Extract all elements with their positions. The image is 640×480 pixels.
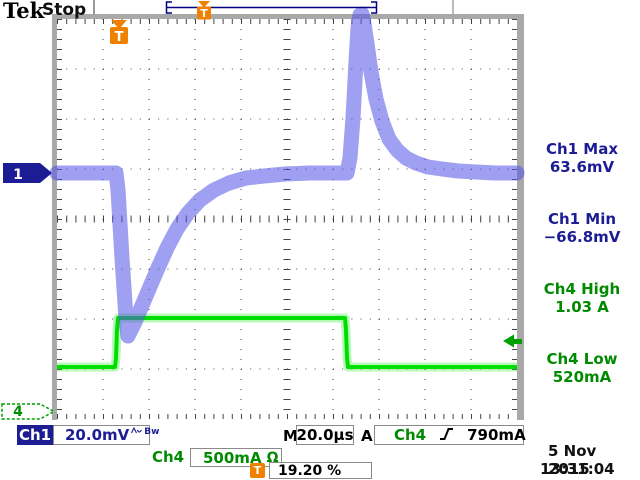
svg-text:1: 1	[13, 167, 23, 183]
ch1-channel-badge[interactable]: Ch1	[17, 425, 53, 445]
trigger-readout[interactable]: Ch4 790mA	[374, 425, 526, 445]
acquire-mode-label: A	[361, 427, 373, 445]
measurement-value: 520mA	[552, 368, 612, 386]
header-divider-right	[452, 0, 454, 14]
coupling-icon	[131, 426, 143, 438]
bandwidth-limit-icon: Bw	[144, 427, 160, 437]
acquisition-status: Stop	[42, 0, 87, 20]
measurement-value: 1.03 A	[555, 298, 609, 316]
measurement-label: Ch4 High	[543, 280, 621, 298]
header-divider	[93, 0, 95, 15]
measurement-label: Ch4 Low	[546, 350, 618, 368]
rising-edge-icon	[439, 426, 454, 445]
trigger-position-marker[interactable]: T	[110, 20, 128, 45]
trigger-position-readout[interactable]: 19.20 %	[269, 462, 372, 479]
ch4-scale-readout[interactable]: 500mA Ω	[190, 448, 282, 467]
ch4-channel-label[interactable]: Ch4	[152, 448, 185, 466]
record-view-bar: T	[165, 1, 378, 20]
ch1-scale-value: 20.0mV	[65, 426, 130, 444]
measurement-ch1-min: Ch1 Min −66.8mV	[526, 210, 638, 246]
svg-text:T: T	[115, 30, 124, 45]
record-view-left-bracket	[165, 1, 172, 14]
ch4-impedance: Ω	[266, 449, 279, 466]
measurement-label: Ch1 Max	[545, 140, 619, 158]
timebase-readout[interactable]: 20.0µs	[296, 425, 354, 445]
ch4-waveform	[57, 313, 517, 372]
record-view-trigger-icon[interactable]: T	[197, 1, 211, 20]
trigger-position-badge: T	[250, 463, 265, 478]
measurement-ch4-high: Ch4 High 1.03 A	[526, 280, 638, 316]
trigger-level-value: 790mA	[467, 426, 526, 444]
ch1-ground-marker[interactable]: 1	[3, 163, 52, 183]
timebase-value: 20.0µs	[296, 426, 354, 444]
timebase-label: M	[283, 427, 298, 445]
ch1-waveform	[49, 6, 525, 344]
trigger-position-value: 19.20 %	[278, 462, 342, 479]
ch4-ground-marker[interactable]: 4	[1, 403, 56, 420]
ch4-scale-value: 500mA	[203, 448, 262, 467]
ch1-scale-readout[interactable]: 20.0mV Bw	[53, 425, 159, 445]
measurement-ch4-low: Ch4 Low 520mA	[526, 350, 638, 386]
record-view-right-bracket	[371, 1, 378, 14]
measurement-value: 63.6mV	[549, 158, 615, 176]
trigger-level-arrow[interactable]	[503, 334, 522, 348]
date-display: 5 Nov 2015	[548, 442, 597, 478]
measurement-label: Ch1 Min	[547, 210, 617, 228]
svg-text:T: T	[200, 7, 208, 20]
graticule-bezel	[52, 14, 524, 420]
tek-logo: Tek	[3, 0, 45, 23]
measurement-value: −66.8mV	[543, 228, 621, 246]
time-display: 13:31:04	[540, 460, 615, 478]
grid-ticks	[57, 19, 517, 419]
svg-text:4: 4	[13, 404, 23, 420]
measurement-ch1-max: Ch1 Max 63.6mV	[526, 140, 638, 176]
trigger-source: Ch4	[394, 426, 427, 444]
